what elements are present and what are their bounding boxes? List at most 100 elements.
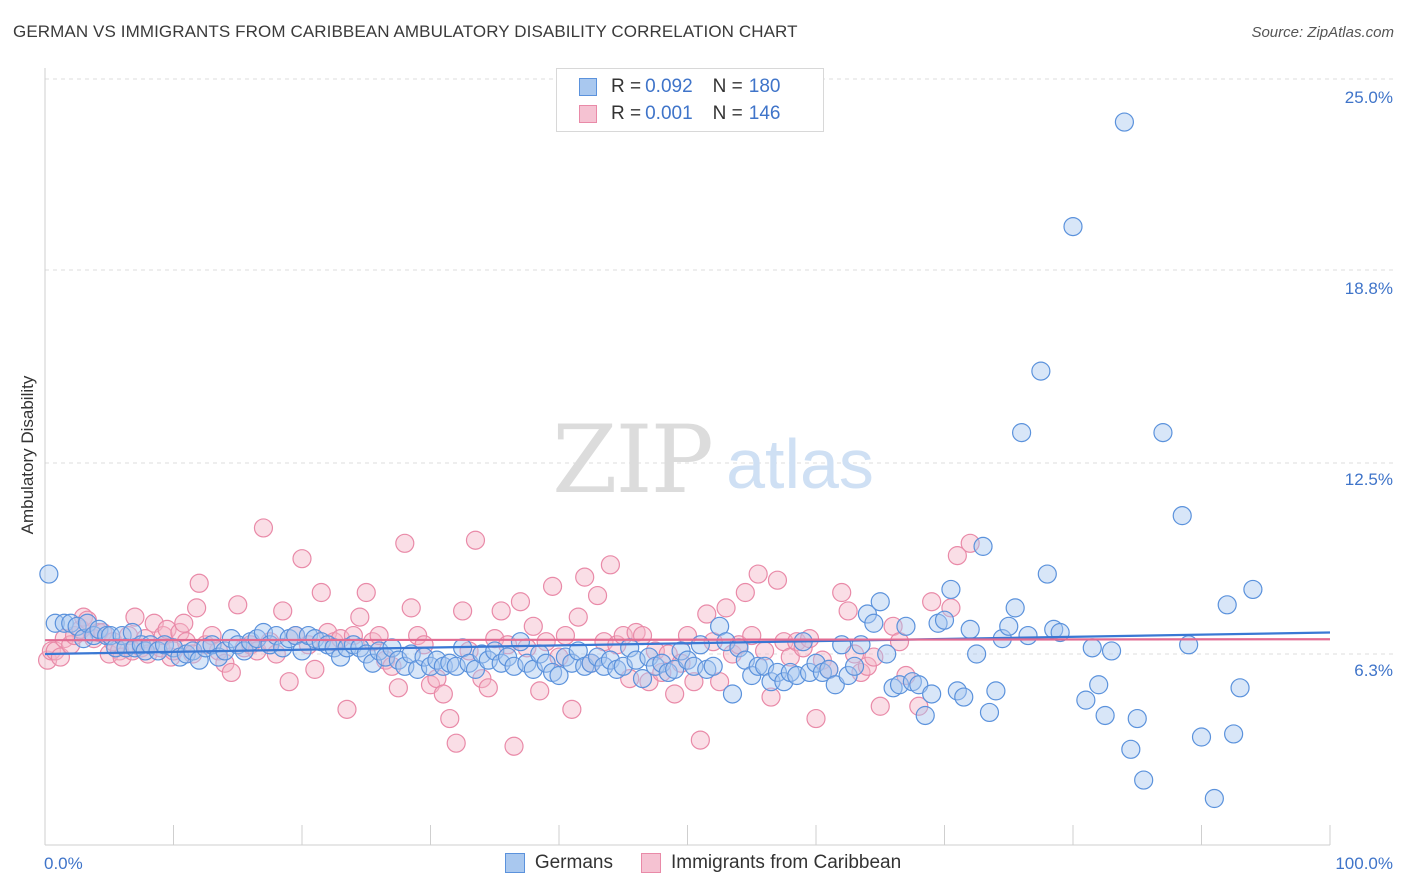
- caribbean-point: [716, 598, 736, 618]
- watermark-atlas: atlas: [726, 425, 874, 503]
- y-tick-label: 12.5%: [1345, 470, 1393, 489]
- germans-point: [1101, 641, 1122, 661]
- caribbean-point: [395, 533, 415, 553]
- germans-point: [1172, 506, 1192, 526]
- caribbean-point: [761, 687, 781, 707]
- germans-point: [1063, 216, 1083, 237]
- legend-item-caribbean[interactable]: Immigrants from Caribbean: [640, 852, 901, 874]
- legend-n-value: 180: [748, 76, 781, 97]
- caribbean-point: [568, 607, 588, 627]
- caribbean-point: [388, 678, 408, 698]
- germans-point: [1191, 727, 1212, 747]
- germans-point: [549, 665, 569, 686]
- germans-point: [934, 610, 955, 630]
- germans-point: [1089, 675, 1109, 695]
- germans-point: [960, 619, 980, 640]
- axes: [44, 68, 1331, 846]
- x-tick-label: 100.0%: [1335, 854, 1393, 873]
- caribbean-point: [587, 585, 608, 606]
- legend-r-value: 0.001: [645, 103, 693, 124]
- caribbean-point: [465, 530, 486, 550]
- x-tick-label: 0.0%: [44, 854, 83, 873]
- germans-point: [1011, 423, 1032, 443]
- germans-point: [632, 668, 653, 689]
- germans-point: [1204, 788, 1224, 809]
- germans-point: [1114, 112, 1135, 132]
- germans-point: [1121, 739, 1141, 759]
- caribbean-point: [947, 546, 967, 566]
- germans-point: [1217, 595, 1237, 615]
- caribbean-point: [504, 736, 524, 756]
- caribbean-point: [446, 733, 466, 753]
- grid-lines: [45, 78, 1395, 655]
- caribbean-point: [510, 592, 531, 612]
- germans-point: [39, 564, 59, 584]
- legend-row-germans: R = 0.092 N = 180: [579, 75, 780, 99]
- caribbean-point: [292, 549, 312, 569]
- germans-point: [954, 687, 974, 707]
- caribbean-point: [697, 604, 717, 624]
- legend-n-label: N =: [712, 103, 743, 124]
- germans-point: [703, 656, 723, 676]
- germans-point: [748, 656, 768, 676]
- germans-point: [1095, 705, 1115, 726]
- caribbean-point: [575, 567, 595, 587]
- caribbean-point: [922, 592, 942, 612]
- germans-point: [941, 579, 961, 600]
- caribbean-point: [273, 601, 293, 621]
- germans-point: [1230, 678, 1250, 698]
- germans-point: [722, 684, 743, 704]
- germans-point: [690, 635, 710, 655]
- caribbean-point: [187, 598, 207, 618]
- caribbean-point: [832, 582, 852, 603]
- germans-point: [1005, 598, 1025, 618]
- caribbean-point: [838, 601, 858, 621]
- caribbean-point: [748, 564, 768, 584]
- y-tick-label: 18.8%: [1345, 279, 1393, 298]
- legend-swatch-caribbean: [640, 853, 661, 873]
- germans-point: [999, 616, 1019, 636]
- legend-n-value: 146: [748, 103, 781, 124]
- legend-item-germans[interactable]: Germans: [504, 852, 613, 874]
- germans-point: [1076, 690, 1096, 710]
- germans-point: [1224, 724, 1244, 744]
- caribbean-point: [806, 708, 826, 729]
- caribbean-point: [253, 518, 274, 538]
- caribbean-point: [305, 659, 325, 679]
- legend-r-value: 0.092: [645, 76, 693, 97]
- germans-point: [864, 613, 884, 633]
- caribbean-point: [311, 582, 331, 603]
- germans-point: [870, 592, 890, 612]
- germans-point: [1127, 708, 1147, 729]
- germans-point: [1031, 361, 1051, 381]
- germans-point: [915, 705, 935, 726]
- watermark-zip: ZIP: [552, 406, 712, 515]
- germans-point: [979, 702, 1000, 723]
- germans-point: [1037, 564, 1057, 584]
- caribbean-point: [542, 576, 563, 596]
- germans-point: [1153, 423, 1173, 443]
- caribbean-point: [491, 601, 511, 621]
- caribbean-point: [600, 555, 621, 575]
- caribbean-point: [684, 672, 704, 692]
- caribbean-point: [189, 573, 209, 593]
- germans-point: [922, 684, 942, 704]
- legend-r-label: R =: [611, 103, 642, 124]
- caribbean-point: [356, 582, 376, 603]
- caribbean-point: [433, 684, 453, 704]
- germans-point: [1082, 638, 1102, 658]
- trend-lines: [44, 631, 1331, 656]
- caribbean-point: [530, 681, 550, 701]
- caribbean-point: [690, 730, 710, 750]
- germans-point: [510, 632, 531, 652]
- tick-labels: 6.3% 12.5% 18.8% 25.0% 0.0% 100.0%: [44, 88, 1393, 873]
- correlation-legend: R = 0.092 N = 180 R = 0.001 N = 146: [556, 68, 824, 132]
- caribbean-point: [337, 699, 357, 719]
- chart-source: Source: ZipAtlas.com: [1251, 24, 1394, 41]
- germans-point: [973, 536, 993, 556]
- y-tick-label: 25.0%: [1345, 88, 1393, 107]
- legend-label-germans: Germans: [534, 852, 613, 873]
- germans-point: [877, 644, 897, 664]
- germans-point: [896, 616, 916, 636]
- germans-point: [1134, 770, 1154, 790]
